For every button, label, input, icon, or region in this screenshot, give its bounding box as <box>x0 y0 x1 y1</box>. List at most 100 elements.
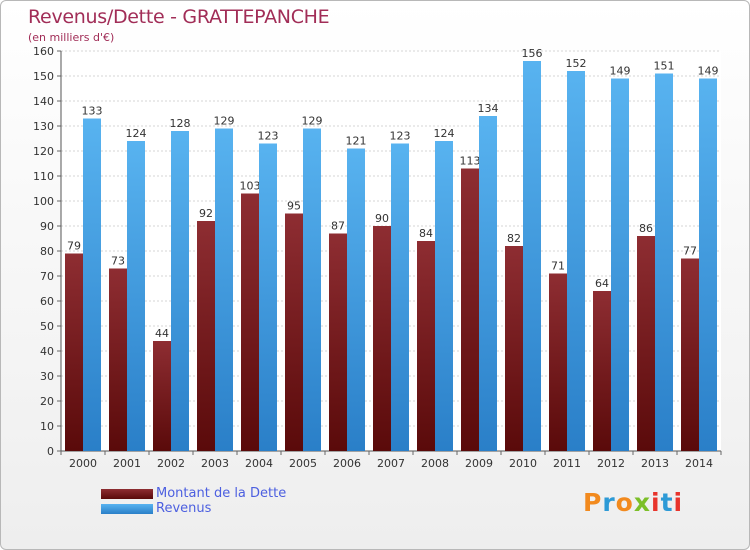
bar-revenus <box>655 73 673 451</box>
bar-dette <box>285 213 303 451</box>
y-tick-label: 0 <box>47 445 54 458</box>
data-label: 151 <box>654 60 675 73</box>
x-tick-label: 2001 <box>113 457 141 470</box>
bar-dette <box>65 253 83 451</box>
data-label: 77 <box>683 245 697 258</box>
bar-dette <box>505 246 523 451</box>
data-label: 44 <box>155 327 169 340</box>
bar-dette <box>593 291 611 451</box>
data-label: 149 <box>698 65 719 78</box>
y-tick-label: 110 <box>33 170 54 183</box>
y-tick-label: 120 <box>33 145 54 158</box>
y-tick-label: 90 <box>40 220 54 233</box>
data-label: 73 <box>111 255 125 268</box>
bar-dette <box>197 221 215 451</box>
logo-letter: i <box>673 488 684 517</box>
bar-dette <box>373 226 391 451</box>
y-tick-label: 100 <box>33 195 54 208</box>
y-tick-label: 160 <box>33 45 54 58</box>
y-tick-label: 20 <box>40 395 54 408</box>
x-tick-label: 2004 <box>245 457 273 470</box>
x-tick-label: 2014 <box>685 457 713 470</box>
bar-dette <box>637 236 655 451</box>
data-label: 86 <box>639 222 653 235</box>
x-tick-label: 2008 <box>421 457 449 470</box>
logo-letter: t <box>660 488 674 517</box>
chart-subtitle: (en milliers d'€) <box>28 31 115 44</box>
data-label: 92 <box>199 207 213 220</box>
bar-revenus <box>83 118 101 451</box>
x-tick-label: 2013 <box>641 457 669 470</box>
y-tick-label: 30 <box>40 370 54 383</box>
bar-dette <box>681 258 699 451</box>
data-label: 71 <box>551 260 565 273</box>
data-label: 84 <box>419 227 433 240</box>
data-label: 113 <box>460 155 481 168</box>
bar-dette <box>241 193 259 451</box>
bar-revenus <box>523 61 541 451</box>
logo-letter: x <box>633 488 651 517</box>
x-tick-label: 2007 <box>377 457 405 470</box>
x-tick-label: 2009 <box>465 457 493 470</box>
y-tick-label: 80 <box>40 245 54 258</box>
data-label: 152 <box>566 57 587 70</box>
bar-dette <box>461 168 479 451</box>
y-tick-label: 130 <box>33 120 54 133</box>
y-tick-label: 70 <box>40 270 54 283</box>
data-label: 64 <box>595 277 609 290</box>
y-tick-label: 150 <box>33 70 54 83</box>
bar-revenus <box>259 143 277 451</box>
legend-swatch-revenus <box>101 504 153 514</box>
bar-revenus <box>303 128 321 451</box>
bar-dette <box>549 273 567 451</box>
data-label: 123 <box>258 130 279 143</box>
data-label: 134 <box>478 102 499 115</box>
x-tick-label: 2005 <box>289 457 317 470</box>
bar-revenus <box>171 131 189 451</box>
data-label: 103 <box>240 180 261 193</box>
data-label: 87 <box>331 220 345 233</box>
proxiti-logo: Proxiti <box>583 488 683 517</box>
bar-revenus <box>435 141 453 451</box>
bar-dette <box>109 268 127 451</box>
bar-revenus <box>215 128 233 451</box>
y-tick-label: 60 <box>40 295 54 308</box>
x-tick-label: 2003 <box>201 457 229 470</box>
logo-letter: o <box>615 488 634 517</box>
chart-title: Revenus/Dette - GRATTEPANCHE <box>28 6 330 28</box>
bar-dette <box>153 341 171 451</box>
data-label: 90 <box>375 212 389 225</box>
x-tick-label: 2000 <box>69 457 97 470</box>
bar-dette <box>417 241 435 451</box>
y-tick-label: 50 <box>40 320 54 333</box>
data-label: 129 <box>214 115 235 128</box>
data-label: 129 <box>302 115 323 128</box>
logo-letter: r <box>602 488 616 517</box>
bar-revenus <box>127 141 145 451</box>
x-tick-label: 2012 <box>597 457 625 470</box>
x-tick-label: 2006 <box>333 457 361 470</box>
data-label: 133 <box>82 105 103 118</box>
legend-swatch-dette <box>101 489 153 499</box>
bar-revenus <box>699 78 717 451</box>
logo-letter: P <box>583 488 603 517</box>
data-label: 79 <box>67 240 81 253</box>
y-tick-label: 40 <box>40 345 54 358</box>
logo-letter: i <box>651 488 661 517</box>
bar-revenus <box>391 143 409 451</box>
data-label: 121 <box>346 135 367 148</box>
data-label: 149 <box>610 65 631 78</box>
x-tick-label: 2011 <box>553 457 581 470</box>
data-label: 156 <box>522 47 543 60</box>
data-label: 124 <box>434 127 455 140</box>
bar-revenus <box>611 78 629 451</box>
data-label: 95 <box>287 200 301 213</box>
x-tick-label: 2010 <box>509 457 537 470</box>
data-label: 82 <box>507 232 521 245</box>
y-tick-label: 140 <box>33 95 54 108</box>
data-label: 123 <box>390 130 411 143</box>
y-tick-label: 10 <box>40 420 54 433</box>
bar-dette <box>329 233 347 451</box>
